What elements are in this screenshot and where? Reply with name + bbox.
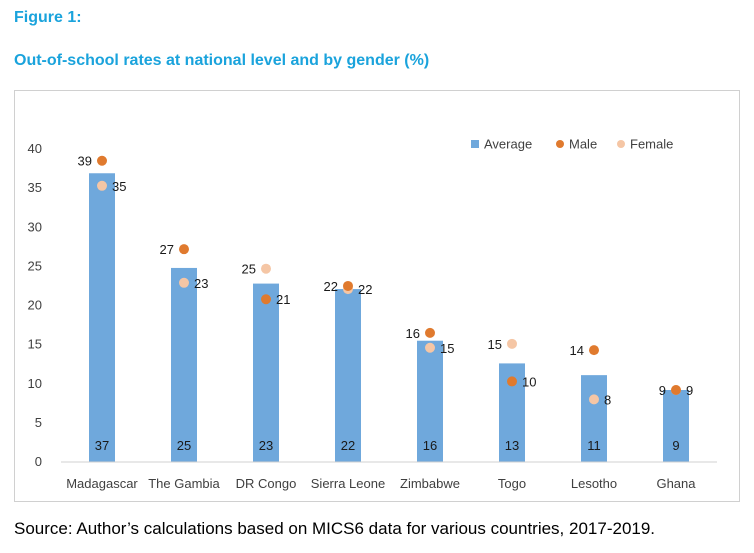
x-tick-label: Ghana bbox=[656, 476, 696, 491]
figure-label: Figure 1: bbox=[14, 9, 82, 26]
female-data-label: 25 bbox=[242, 262, 256, 277]
bar-data-label: 22 bbox=[341, 438, 355, 453]
y-tick-label: 0 bbox=[35, 454, 42, 469]
x-tick-label: Lesotho bbox=[571, 476, 617, 491]
bar-data-label: 11 bbox=[587, 438, 601, 453]
y-tick-label: 30 bbox=[28, 219, 42, 234]
bar-average bbox=[417, 340, 443, 462]
dot-male bbox=[671, 385, 681, 396]
bar-average bbox=[171, 267, 197, 462]
bar-data-label: 13 bbox=[505, 438, 519, 453]
x-tick-label: Madagascar bbox=[66, 476, 138, 491]
female-data-label: 35 bbox=[112, 179, 126, 194]
dot-female bbox=[589, 394, 599, 405]
dot-female bbox=[97, 180, 107, 191]
x-tick-label: Sierra Leone bbox=[311, 476, 385, 491]
legend-label: Male bbox=[569, 137, 597, 152]
y-tick-label: 5 bbox=[35, 415, 42, 430]
legend: Average Male Female bbox=[471, 137, 673, 152]
bar-data-label: 9 bbox=[672, 438, 679, 453]
dot-female bbox=[507, 338, 517, 349]
bar-average bbox=[253, 283, 279, 462]
x-axis: Madagascar The Gambia DR Congo Sierra Leone… bbox=[61, 461, 717, 491]
bar-average bbox=[581, 375, 607, 462]
bar-average bbox=[335, 289, 361, 462]
male-data-label: 9 bbox=[659, 383, 666, 398]
male-data-label: 10 bbox=[522, 374, 536, 389]
source-note: Source: Author’s calculations based on M… bbox=[14, 519, 656, 538]
male-data-label: 14 bbox=[570, 343, 584, 358]
x-tick-label: Zimbabwe bbox=[400, 476, 460, 491]
y-tick-label: 15 bbox=[28, 337, 42, 352]
female-data-label: 22 bbox=[358, 282, 372, 297]
bar-series-average: 37 25 23 22 16 13 11 9 bbox=[89, 173, 689, 462]
bar-data-label: 25 bbox=[177, 438, 191, 453]
chart-svg: 0 5 10 15 20 25 30 35 40 37 25 23 22 16 13 11 9 Madagas… bbox=[28, 137, 717, 491]
female-data-label: 23 bbox=[194, 276, 208, 291]
female-data-label: 9 bbox=[686, 383, 693, 398]
bar-data-label: 37 bbox=[95, 438, 109, 453]
bar-data-label: 16 bbox=[423, 438, 437, 453]
y-tick-label: 20 bbox=[28, 298, 42, 313]
y-tick-label: 10 bbox=[28, 376, 42, 391]
bar-average bbox=[663, 390, 689, 462]
chart-frame: 0 5 10 15 20 25 30 35 40 37 25 23 22 16 13 11 9 Madagas… bbox=[14, 90, 740, 502]
male-data-label: 39 bbox=[78, 154, 92, 169]
y-tick-label: 35 bbox=[28, 180, 42, 195]
dot-male bbox=[589, 345, 599, 356]
bar-data-label: 23 bbox=[259, 438, 273, 453]
legend-swatch-male bbox=[556, 140, 564, 148]
x-tick-label: The Gambia bbox=[148, 476, 220, 491]
dot-series: 39 35 27 23 21 25 22 22 16 15 10 15 14 8 9 9 bbox=[78, 154, 694, 408]
dot-male bbox=[425, 327, 435, 338]
y-tick-label: 25 bbox=[28, 258, 42, 273]
male-data-label: 21 bbox=[276, 292, 290, 307]
legend-swatch-average bbox=[471, 140, 479, 148]
legend-label: Female bbox=[630, 137, 673, 152]
legend-label: Average bbox=[484, 137, 532, 152]
y-tick-label: 40 bbox=[28, 141, 42, 156]
dot-male bbox=[507, 376, 517, 387]
male-data-label: 27 bbox=[160, 242, 174, 257]
dot-male bbox=[179, 244, 189, 255]
x-tick-label: DR Congo bbox=[236, 476, 297, 491]
female-data-label: 15 bbox=[488, 337, 502, 352]
female-data-label: 8 bbox=[604, 392, 611, 407]
dot-female bbox=[179, 277, 189, 288]
chart-title: Out-of-school rates at national level an… bbox=[14, 52, 430, 69]
female-data-label: 15 bbox=[440, 341, 454, 356]
dot-female bbox=[261, 263, 271, 274]
y-axis: 0 5 10 15 20 25 30 35 40 bbox=[28, 141, 42, 469]
male-data-label: 22 bbox=[324, 279, 338, 294]
dot-male bbox=[97, 155, 107, 166]
male-data-label: 16 bbox=[406, 326, 420, 341]
bar-average bbox=[89, 173, 115, 462]
dot-female bbox=[425, 342, 435, 353]
dot-male bbox=[343, 280, 353, 291]
dot-male bbox=[261, 294, 271, 305]
x-tick-label: Togo bbox=[498, 476, 526, 491]
legend-swatch-female bbox=[617, 140, 625, 148]
